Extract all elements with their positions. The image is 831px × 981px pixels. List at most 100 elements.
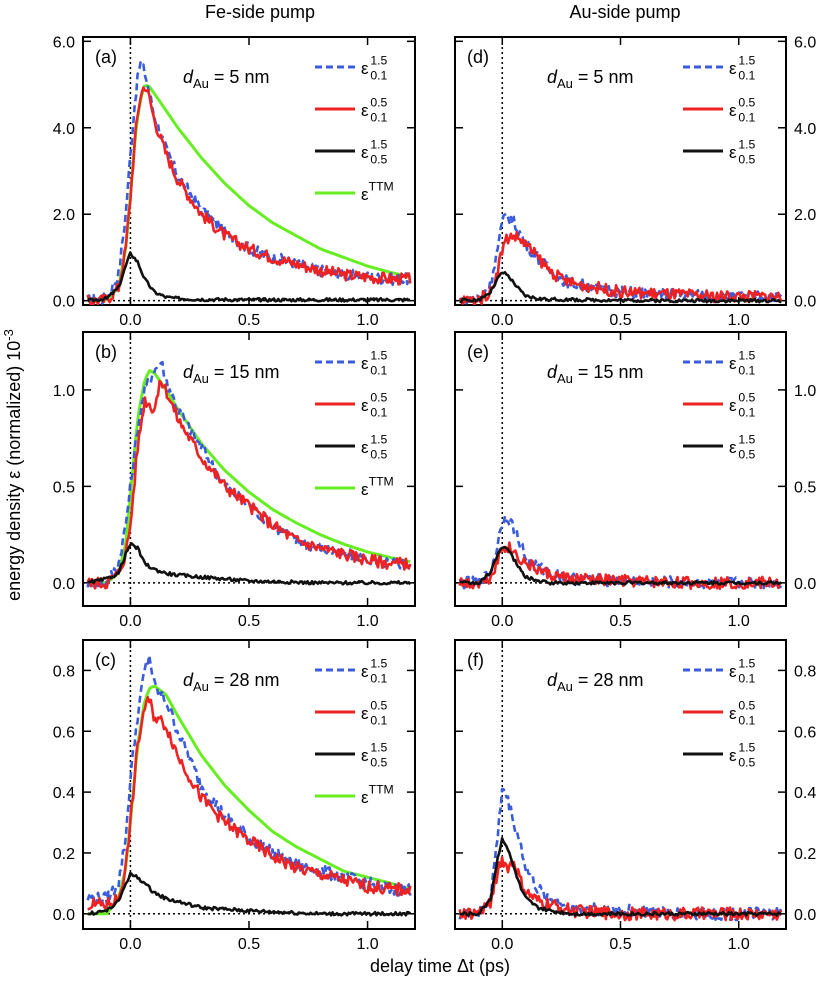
y-tick-label: 2.0 <box>794 207 816 224</box>
legend-label-e01_05-sub: 0.1 <box>370 713 387 727</box>
legend-label-e01_15-sub: 0.1 <box>370 363 387 377</box>
thickness-subscript: Au <box>557 679 573 694</box>
series-line-e01_15 <box>86 654 412 906</box>
legend-label-ttm-sup: TTM <box>369 783 394 797</box>
x-tick-label: 1.0 <box>356 613 378 630</box>
x-tick-label: 1.0 <box>728 312 750 329</box>
series-line-e05_15 <box>87 871 412 917</box>
series-line-e01_15 <box>458 787 783 922</box>
x-tick-label: 0.0 <box>119 613 141 630</box>
legend-label-e01_05-sub: 0.1 <box>738 713 755 727</box>
legend-label-e05_15-sub: 0.5 <box>738 755 755 769</box>
series-line-e01_05 <box>458 541 782 591</box>
x-tick-label: 0.0 <box>119 312 141 329</box>
legend-label-e01_05: ε 0.5 0.1 <box>361 699 388 728</box>
legend-label-e01_15-base: ε <box>729 662 737 681</box>
y-tick-label: 0.6 <box>794 724 816 741</box>
legend-label-e05_15: ε 1.5 0.5 <box>361 138 388 167</box>
series-line-e05_15 <box>86 251 411 303</box>
panel-label: (a) <box>95 47 117 67</box>
legend-label-e01_05: ε 0.5 0.1 <box>729 391 756 420</box>
legend-label-e05_15-sup: 1.5 <box>738 433 755 447</box>
legend-label-e05_15-sup: 1.5 <box>370 138 387 152</box>
thickness-symbol: d <box>183 67 194 87</box>
legend-label-e01_05-sub: 0.1 <box>738 405 755 419</box>
legend-label-e01_05: ε 0.5 0.1 <box>361 391 388 420</box>
legend-label-ttm-base: ε <box>361 185 369 204</box>
y-tick-label: 0.0 <box>53 294 75 311</box>
legend-label-e01_05-base: ε <box>361 704 369 723</box>
series-line-e05_15 <box>87 542 412 586</box>
legend-label-e05_15-sup: 1.5 <box>370 741 387 755</box>
x-tick-label: 1.0 <box>728 613 750 630</box>
legend-label-e01_15-base: ε <box>361 662 369 681</box>
y-tick-label: 4.0 <box>794 121 816 138</box>
legend-label-e05_15-sub: 0.5 <box>738 447 755 461</box>
thickness-symbol: d <box>547 67 558 87</box>
y-tick-label: 0.6 <box>53 724 75 741</box>
legend-label-e05_15: ε 1.5 0.5 <box>361 741 388 770</box>
legend-label-e01_15: ε 1.5 0.1 <box>361 349 388 378</box>
y-axis-label-exponent: -3 <box>1 329 16 341</box>
legend-label-e05_15-base: ε <box>361 746 369 765</box>
legend-label-e01_15-sub: 0.1 <box>738 68 755 82</box>
y-tick-label: 6.0 <box>53 34 75 51</box>
legend-label-e01_05-sup: 0.5 <box>738 391 755 405</box>
legend-label-e01_05-base: ε <box>361 396 369 415</box>
x-tick-label: 0.0 <box>119 936 141 953</box>
x-tick-label: 1.0 <box>728 936 750 953</box>
legend-label-ttm-sup: TTM <box>369 180 394 194</box>
legend-label-e01_05-base: ε <box>729 704 737 723</box>
y-tick-label: 6.0 <box>794 34 816 51</box>
legend-label-e01_05: ε 0.5 0.1 <box>729 96 756 125</box>
legend-label-e01_05-sup: 0.5 <box>370 96 387 110</box>
legend-label-ttm-base: ε <box>361 480 369 499</box>
legend-label-e01_15: ε 1.5 0.1 <box>361 657 388 686</box>
legend-label-e01_15-sup: 1.5 <box>370 349 387 363</box>
panel-label: (e) <box>467 342 489 362</box>
series-line-e01_05 <box>87 695 412 911</box>
column-title-fe-side: Fe-side pump <box>205 2 315 22</box>
series-line-e05_15 <box>459 270 782 304</box>
panel-label: (c) <box>95 650 116 670</box>
legend-label-e05_15-base: ε <box>729 746 737 765</box>
y-tick-label: 0.0 <box>53 576 75 593</box>
legend-label-e01_15-base: ε <box>361 59 369 78</box>
legend-label-e01_15-sub: 0.1 <box>738 671 755 685</box>
legend-label-e05_15: ε 1.5 0.5 <box>729 138 756 167</box>
y-tick-label: 0.4 <box>53 785 75 802</box>
y-tick-label: 0.5 <box>794 479 816 496</box>
legend-label-e01_15-sup: 1.5 <box>738 349 755 363</box>
legend-label-e05_15-sub: 0.5 <box>370 152 387 166</box>
series-line-e01_15 <box>87 61 412 305</box>
legend-label-e01_15-base: ε <box>729 354 737 373</box>
legend-label-e05_15-sub: 0.5 <box>370 755 387 769</box>
x-tick-label: 1.0 <box>356 312 378 329</box>
thickness-value: = 15 nm <box>573 362 644 382</box>
x-tick-label: 0.0 <box>491 936 513 953</box>
y-tick-label: 0.2 <box>53 846 75 863</box>
y-axis-label-text: energy density ε (normalized) 10 <box>4 341 24 601</box>
legend-label-e01_05-base: ε <box>729 396 737 415</box>
legend: ε 1.5 0.1ε 0.5 0.1ε 1.5 0.5 <box>683 349 756 461</box>
legend-label-e01_15: ε 1.5 0.1 <box>361 54 388 83</box>
legend-label-ttm: εTTM <box>361 180 394 204</box>
legend-label-e05_15-base: ε <box>361 438 369 457</box>
legend-label-e01_05: ε 0.5 0.1 <box>361 96 388 125</box>
legend-label-e01_05-sub: 0.1 <box>738 110 755 124</box>
x-axis-label: delay time Δt (ps) <box>370 956 510 976</box>
series-line-e01_15 <box>459 212 783 305</box>
thickness-subscript: Au <box>193 76 209 91</box>
y-tick-label: 0.2 <box>794 846 816 863</box>
y-axis-label: energy density ε (normalized) 10-3 <box>1 329 24 601</box>
y-tick-label: 0.0 <box>794 907 816 924</box>
legend-label-e05_15-sub: 0.5 <box>370 447 387 461</box>
series-line-ttm <box>87 369 411 585</box>
thickness-symbol: d <box>547 362 558 382</box>
y-tick-label: 0.0 <box>794 294 816 311</box>
thickness-annotation: dAu = 28 nm <box>183 670 279 694</box>
legend: ε 1.5 0.1ε 0.5 0.1ε 1.5 0.5 <box>683 54 756 167</box>
legend-label-ttm-base: ε <box>361 788 369 807</box>
